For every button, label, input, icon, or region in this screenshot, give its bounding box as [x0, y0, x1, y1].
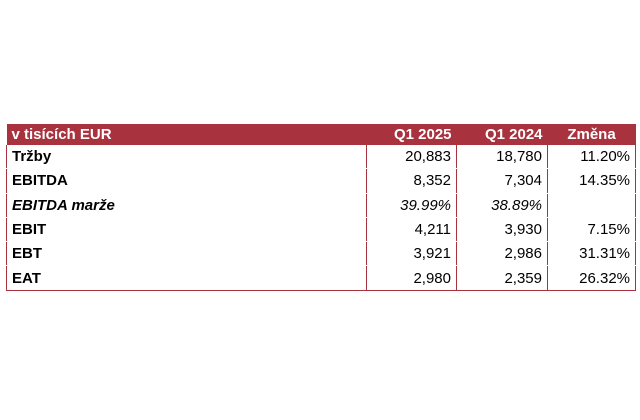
header-change: Změna [547, 124, 636, 145]
cell-q1-2024: 7,304 [456, 168, 548, 194]
header-row: v tisících EUR Q1 2025 Q1 2024 Změna [6, 124, 636, 145]
table-body: Tržby 20,883 18,780 11.20% EBITDA 8,352 … [6, 145, 636, 291]
cell-q1-2024: 3,930 [456, 217, 548, 243]
cell-change: 11.20% [547, 145, 636, 170]
table-row: EBIT 4,211 3,930 7.15% [6, 217, 636, 243]
header-units-label: v tisících EUR [6, 124, 367, 145]
cell-q1-2024: 18,780 [456, 145, 548, 170]
cell-change [547, 193, 636, 218]
cell-q1-2024: 2,359 [456, 265, 548, 291]
row-label: Tržby [6, 145, 367, 170]
row-label: EBITDA [6, 168, 367, 194]
cell-q1-2025: 3,921 [366, 241, 457, 267]
table-header: v tisících EUR Q1 2025 Q1 2024 Změna [6, 124, 636, 145]
table-row: EBITDA marže 39.99% 38.89% [6, 193, 636, 218]
table-row: EBITDA 8,352 7,304 14.35% [6, 168, 636, 194]
cell-q1-2025: 39.99% [366, 193, 457, 218]
table-row: EBT 3,921 2,986 31.31% [6, 241, 636, 267]
cell-change: 7.15% [547, 217, 636, 243]
cell-q1-2025: 8,352 [366, 168, 457, 194]
row-label: EAT [6, 265, 367, 291]
row-label: EBITDA marže [6, 193, 367, 218]
row-label: EBT [6, 241, 367, 267]
cell-q1-2024: 38.89% [456, 193, 548, 218]
cell-change: 14.35% [547, 168, 636, 194]
cell-change: 31.31% [547, 241, 636, 267]
cell-change: 26.32% [547, 265, 636, 291]
row-label: EBIT [6, 217, 367, 243]
cell-q1-2025: 2,980 [366, 265, 457, 291]
cell-q1-2024: 2,986 [456, 241, 548, 267]
cell-q1-2025: 4,211 [366, 217, 457, 243]
financial-results-table: v tisících EUR Q1 2025 Q1 2024 Změna Trž… [6, 124, 636, 291]
table-row: Tržby 20,883 18,780 11.20% [6, 145, 636, 170]
header-q1-2024: Q1 2024 [456, 124, 548, 145]
table-row: EAT 2,980 2,359 26.32% [6, 265, 636, 291]
cell-q1-2025: 20,883 [366, 145, 457, 170]
header-q1-2025: Q1 2025 [366, 124, 457, 145]
